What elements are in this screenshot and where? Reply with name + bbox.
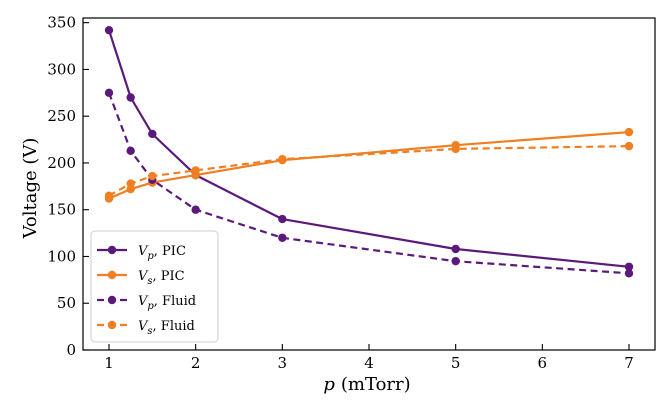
legend-marker-vs-fluid — [107, 320, 117, 330]
data-point-vp-fluid — [624, 269, 634, 278]
series-line-vs-pic — [108, 131, 630, 200]
x-tick-label: 7 — [624, 354, 634, 372]
y-tick-label: 100 — [47, 247, 76, 265]
data-point-vs-pic — [624, 127, 634, 137]
data-point-vp-pic — [126, 93, 135, 102]
x-tick-label: 2 — [191, 354, 201, 372]
plot-area — [104, 25, 634, 278]
data-point-vs-fluid — [191, 166, 200, 175]
x-axis-title: p (mTorr) — [323, 374, 410, 395]
data-point-vs-fluid — [148, 171, 157, 181]
legend-label-vs-fluid: Vs, Fluid — [138, 319, 195, 337]
x-tick-label: 1 — [104, 354, 114, 372]
series-line-vs-fluid — [108, 145, 630, 197]
y-tick-label: 350 — [47, 14, 76, 32]
x-tick-label: 4 — [364, 354, 374, 372]
y-tick-label: 150 — [47, 201, 76, 219]
data-point-vp-pic — [104, 25, 114, 35]
legend-marker-vp-fluid — [107, 295, 117, 305]
legend-label-vs-pic: Vs, PIC — [138, 269, 185, 287]
data-point-vp-pic — [148, 129, 157, 139]
x-tick-label: 5 — [451, 354, 461, 372]
data-point-vp-fluid — [451, 256, 460, 266]
x-tick-label: 3 — [278, 354, 288, 372]
y-tick-label: 0 — [66, 341, 76, 359]
data-point-vp-pic — [278, 214, 287, 224]
legend-box — [90, 230, 219, 343]
x-tick-label: 6 — [538, 354, 548, 372]
data-point-vs-fluid — [126, 179, 135, 188]
legend-label-vp-fluid: Vp, Fluid — [138, 294, 196, 312]
data-point-vp-fluid — [191, 205, 200, 214]
data-point-vs-fluid — [104, 191, 114, 200]
tick-layer: 1 2 3 4 5 6 7 0 50 100 150 200 250 300 350 — [47, 14, 633, 372]
data-point-vp-pic — [624, 262, 634, 271]
data-point-vp-fluid — [278, 233, 287, 242]
data-point-vs-fluid — [278, 155, 287, 164]
legend-label-vp-pic: Vp, PIC — [138, 244, 186, 262]
y-axis-title: Voltage (V) — [20, 138, 41, 240]
y-tick-label: 50 — [57, 294, 76, 312]
y-tick-label: 200 — [47, 154, 76, 172]
legend-marker-vp-pic — [107, 245, 117, 255]
data-point-vs-fluid — [451, 144, 460, 154]
y-tick-label: 300 — [47, 60, 76, 78]
data-point-vs-fluid — [624, 141, 634, 151]
data-point-vp-fluid — [104, 88, 114, 98]
y-tick-label: 250 — [47, 107, 76, 125]
legend: Vp, PIC Vs, PIC Vp, Fluid Vs, Fluid — [90, 230, 219, 343]
x-axis-unit: (mTorr) — [341, 374, 411, 395]
data-point-vp-fluid — [126, 146, 135, 155]
data-point-vp-pic — [451, 244, 460, 254]
legend-marker-vs-pic — [107, 270, 117, 280]
x-axis-variable: p — [323, 374, 335, 395]
